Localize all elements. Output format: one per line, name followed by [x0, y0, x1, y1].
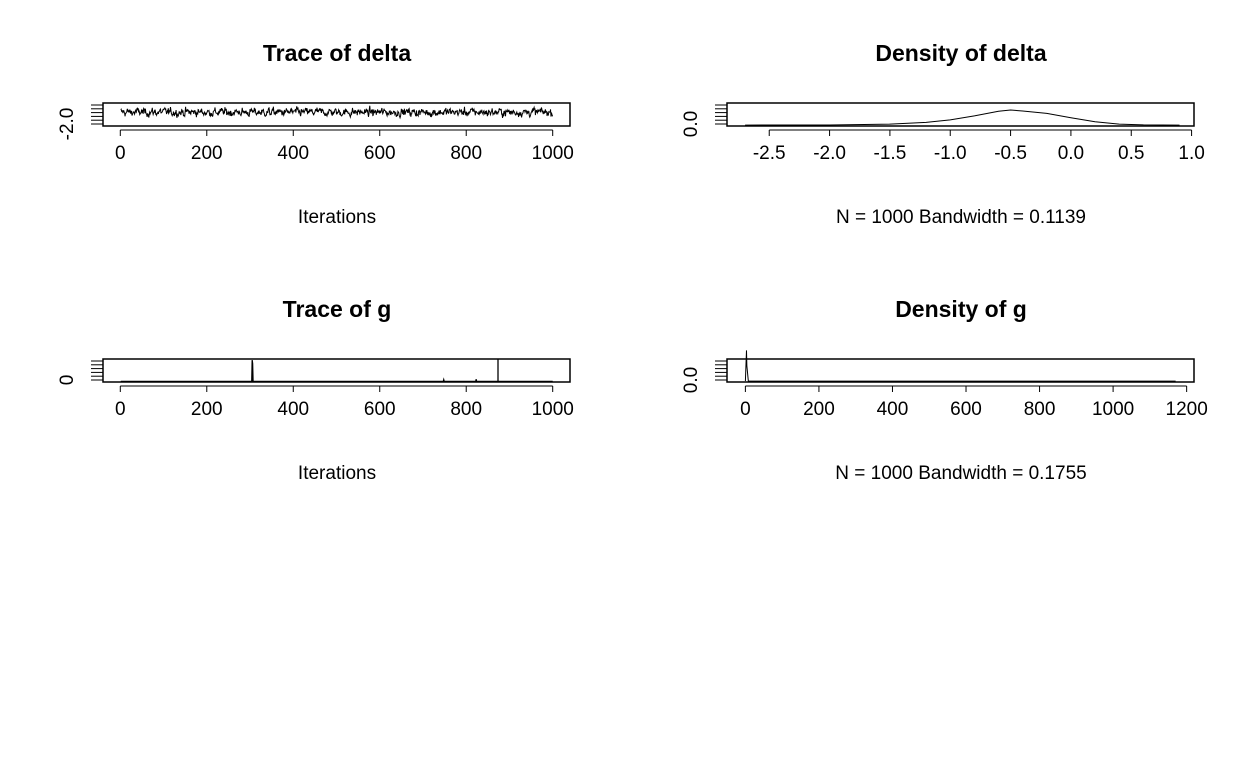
y-tick-label: 0.0 — [681, 111, 702, 137]
y-tick-label: 0 — [57, 375, 78, 386]
series-line — [120, 360, 553, 383]
x-tick-label: 600 — [950, 399, 982, 420]
x-tick-label: 1.0 — [1178, 143, 1204, 164]
plot-frame — [726, 358, 1195, 383]
x-tick-label: -2.5 — [753, 143, 786, 164]
x-axis: 0 200 400 600 800 1000 — [115, 129, 574, 164]
panel-trace-g: Trace of g 0 200 400 600 800 1000 0 Iteration… — [57, 296, 574, 484]
x-axis-label: Iterations — [298, 463, 376, 484]
x-tick-label: 800 — [450, 143, 482, 164]
y-tick-marks — [715, 104, 727, 125]
x-tick-label: 0.0 — [1058, 143, 1084, 164]
y-tick-marks — [91, 360, 103, 381]
x-tick-label: 400 — [277, 143, 309, 164]
x-tick-label: 1000 — [532, 143, 574, 164]
plot-title: Trace of delta — [263, 40, 411, 66]
x-tick-label: 400 — [877, 399, 909, 420]
x-tick-label: 0 — [115, 143, 126, 164]
x-axis: 0 200 400 600 800 1000 1200 — [740, 385, 1208, 420]
x-tick-label: 200 — [191, 399, 223, 420]
density-curve — [745, 109, 1180, 126]
x-axis: 0 200 400 600 800 1000 — [115, 359, 574, 420]
x-tick-label: -2.0 — [813, 143, 846, 164]
density-curve — [744, 350, 1176, 382]
plot-title: Density of g — [895, 296, 1027, 322]
plot-frame — [726, 102, 1195, 127]
x-axis-label: N = 1000 Bandwidth = 0.1755 — [835, 463, 1086, 484]
x-tick-label: 0 — [740, 399, 751, 420]
series-line — [120, 105, 554, 120]
x-tick-label: -1.5 — [874, 143, 907, 164]
x-tick-label: -1.0 — [934, 143, 967, 164]
x-tick-label: -0.5 — [994, 143, 1027, 164]
x-tick-label: 400 — [277, 399, 309, 420]
x-tick-label: 1000 — [1092, 399, 1134, 420]
x-axis-label: N = 1000 Bandwidth = 0.1139 — [836, 207, 1086, 228]
y-tick-label: 0.0 — [681, 367, 702, 393]
x-tick-label: 0 — [115, 399, 126, 420]
y-tick-label: -2.0 — [57, 108, 78, 141]
panel-density-delta: Density of delta -2.5 -2.0 -1.5 -1.0 -0.5 0.0… — [681, 40, 1205, 228]
x-tick-label: 200 — [191, 143, 223, 164]
plot-title: Density of delta — [875, 40, 1046, 66]
plot-title: Trace of g — [283, 296, 392, 322]
x-tick-label: 1000 — [532, 399, 574, 420]
x-tick-label: 600 — [364, 399, 396, 420]
x-tick-label: 0.5 — [1118, 143, 1144, 164]
plot-frame — [102, 358, 571, 383]
x-tick-label: 600 — [364, 143, 396, 164]
x-tick-label: 800 — [1024, 399, 1056, 420]
x-tick-label: 800 — [450, 399, 482, 420]
y-tick-marks — [91, 104, 103, 125]
x-axis: -2.5 -2.0 -1.5 -1.0 -0.5 0.0 0.5 1.0 — [753, 129, 1205, 164]
x-tick-label: 1200 — [1166, 399, 1208, 420]
panel-trace-delta: Trace of delta 0 200 400 600 800 1000 -2.0 It… — [57, 40, 574, 228]
x-axis-label: Iterations — [298, 207, 376, 228]
x-tick-label: 200 — [803, 399, 835, 420]
y-tick-marks — [715, 360, 727, 381]
panel-density-g: Density of g 0 200 400 600 800 1000 1200 0.0 N… — [681, 296, 1208, 484]
plot-frame — [102, 102, 571, 127]
